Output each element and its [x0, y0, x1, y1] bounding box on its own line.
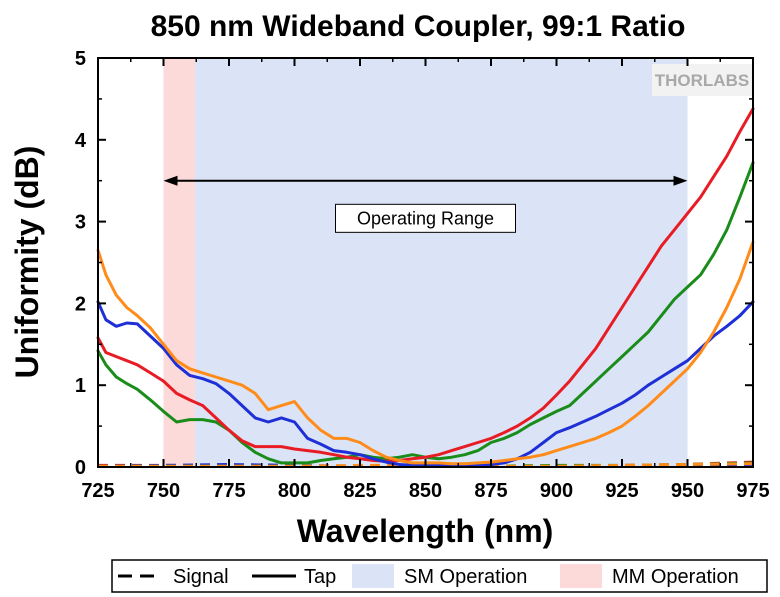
- legend-sm-swatch: [352, 564, 394, 588]
- x-tick-label: 950: [671, 480, 704, 502]
- series-line-tap-blue: [96, 300, 755, 467]
- arrow-head-left: [163, 175, 178, 186]
- operation-regions: [163, 58, 688, 467]
- y-tick-label: 2: [75, 293, 86, 315]
- x-tick-label: 850: [409, 480, 442, 502]
- arrow-head-right: [673, 175, 688, 186]
- y-axis-label: Uniformity (dB): [9, 146, 45, 379]
- operating-range-box: [335, 203, 516, 233]
- x-tick-label: 775: [212, 480, 245, 502]
- x-tick-label: 875: [474, 480, 507, 502]
- x-tick-label: 750: [147, 480, 180, 502]
- x-tick-label: 975: [736, 480, 769, 502]
- legend-signal-label: Signal: [173, 566, 229, 588]
- x-axis-ticks: 725 750 775 800 825 850 875 900 925 950 975: [81, 58, 770, 502]
- legend-sm-label: SM Operation: [404, 566, 527, 588]
- x-tick-label: 925: [605, 480, 638, 502]
- series-line-tap-red: [96, 107, 755, 463]
- y-tick-label: 5: [75, 48, 86, 70]
- thorlabs-logo: THORLABS: [652, 64, 752, 96]
- legend-mm-swatch: [560, 564, 602, 588]
- legend: Signal Tap SM Operation MM Operation: [111, 559, 768, 593]
- series-line-tap-green: [96, 161, 755, 465]
- region-sm: [194, 58, 688, 467]
- region-mm: [163, 58, 195, 467]
- y-tick-label: 4: [75, 130, 87, 152]
- x-tick-label: 825: [343, 480, 376, 502]
- legend-box: [111, 559, 768, 593]
- series-line-tap-orange: [96, 240, 755, 466]
- operating-range-annotation: Operating Range: [163, 175, 688, 233]
- operating-range-label: Operating Range: [357, 208, 494, 228]
- x-tick-label: 800: [278, 480, 311, 502]
- y-tick-label: 3: [75, 212, 86, 234]
- chart-title: 850 nm Wideband Coupler, 99:1 Ratio: [151, 10, 686, 43]
- x-tick-label: 900: [540, 480, 573, 502]
- logo-text: THORLABS: [655, 71, 749, 90]
- legend-tap-label: Tap: [304, 566, 336, 588]
- y-tick-label: 1: [75, 375, 86, 397]
- legend-mm-label: MM Operation: [612, 566, 739, 588]
- x-axis-label: Wavelength (nm): [297, 513, 554, 549]
- y-tick-label: 0: [75, 457, 86, 479]
- x-tick-label: 725: [81, 480, 114, 502]
- y-axis-ticks: 0 1 2 3 4 5: [75, 48, 753, 479]
